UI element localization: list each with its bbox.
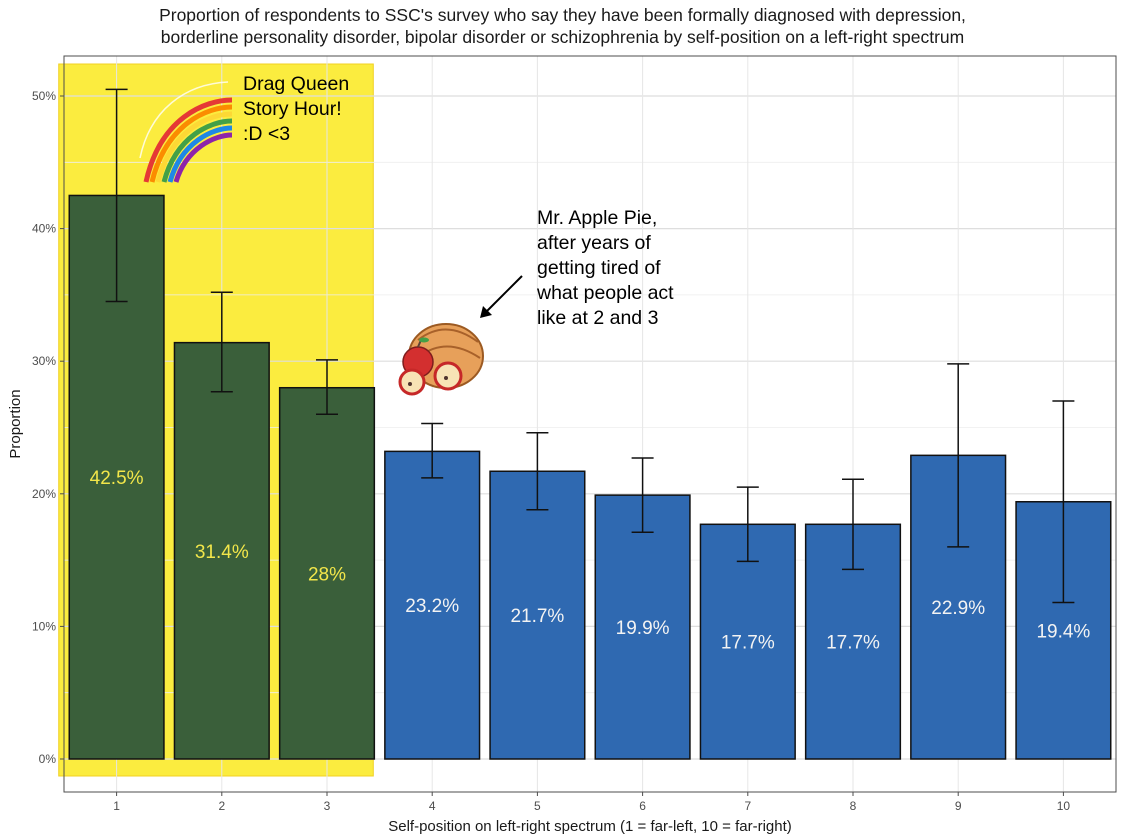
annotation-arrow	[480, 275, 523, 318]
x-tick-label: 7	[744, 799, 751, 813]
x-tick-label: 10	[1057, 799, 1071, 813]
y-tick-label: 40%	[32, 222, 56, 236]
y-tick-label: 50%	[32, 89, 56, 103]
bar-6	[594, 494, 691, 760]
apple-pie-line-4: what people act	[537, 282, 674, 304]
y-tick-label: 30%	[32, 354, 56, 368]
data-label-8: 17.7%	[826, 633, 880, 654]
y-tick-label: 20%	[32, 487, 56, 501]
apple-pie-annotation: Mr. Apple Pie, after years of getting ti…	[537, 206, 674, 331]
x-tick-label: 6	[639, 799, 646, 813]
bar-4	[384, 450, 481, 760]
x-tick-label: 5	[534, 799, 541, 813]
y-tick-label: 10%	[32, 619, 56, 633]
apple-pie-line-3: getting tired of	[537, 257, 661, 279]
y-axis-title: Proportion	[7, 389, 24, 458]
data-label-4: 23.2%	[405, 596, 459, 617]
apple-pie-line-5: like at 2 and 3	[537, 307, 659, 329]
rainbow-icon	[139, 81, 233, 183]
chart-title-line-2: borderline personality disorder, bipolar…	[160, 27, 965, 47]
chart-title-line-1: Proportion of respondents to SSC's surve…	[159, 5, 966, 25]
drag-queen-line-3: :D <3	[243, 123, 291, 145]
x-tick-label: 4	[429, 799, 436, 813]
data-label-10: 19.4%	[1036, 621, 1090, 642]
apple-pie-line-2: after years of	[537, 232, 651, 254]
data-label-5: 21.7%	[510, 606, 564, 627]
plot-panel-border	[63, 55, 1117, 793]
drag-queen-line-2: Story Hour!	[243, 98, 342, 120]
x-tick-label: 9	[955, 799, 962, 813]
bar-7	[699, 523, 796, 760]
x-tick-label: 8	[850, 799, 857, 813]
drag-queen-annotation: Drag Queen Story Hour! :D <3	[243, 72, 349, 147]
drag-queen-line-1: Drag Queen	[243, 73, 350, 95]
chart-title: Proportion of respondents to SSC's surve…	[0, 4, 1125, 48]
data-label-6: 19.9%	[616, 618, 670, 639]
bar-5	[489, 470, 586, 760]
data-label-2: 31.4%	[195, 542, 249, 563]
data-label-3: 28%	[308, 564, 346, 585]
bar-3	[278, 386, 376, 760]
apple-pie-icon	[398, 323, 484, 396]
apple-pie-line-1: Mr. Apple Pie,	[537, 207, 658, 229]
x-tick-label: 2	[218, 799, 225, 813]
bar-2	[173, 341, 270, 760]
x-axis-title: Self-position on left-right spectrum (1 …	[388, 818, 792, 835]
y-tick-label: 0%	[39, 752, 57, 766]
x-tick-label: 3	[324, 799, 331, 813]
x-tick-label: 1	[113, 799, 120, 813]
data-label-7: 17.7%	[721, 633, 775, 654]
data-label-9: 22.9%	[931, 598, 985, 619]
data-label-1: 42.5%	[90, 468, 144, 489]
